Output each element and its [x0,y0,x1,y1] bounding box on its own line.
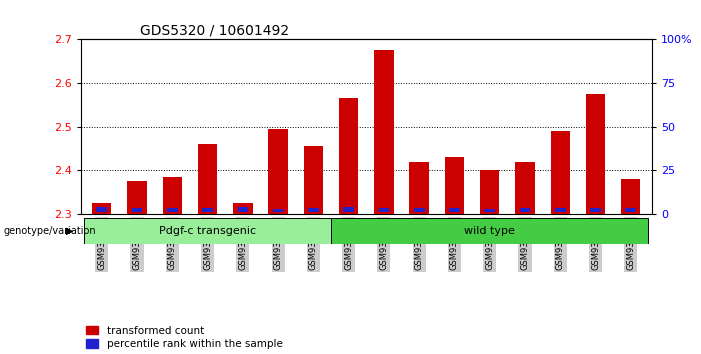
Bar [233,203,252,214]
Bar [268,129,288,214]
Text: wild type: wild type [464,226,515,236]
Bar [519,208,530,212]
Bar [308,208,319,212]
Bar [414,208,425,212]
Bar [97,207,107,212]
Bar [198,144,217,214]
Bar [84,218,331,244]
Text: genotype/variation: genotype/variation [4,226,96,236]
Text: ▶: ▶ [66,226,74,236]
Bar [343,207,354,212]
Bar [550,131,570,214]
Text: Pdgf-c transgenic: Pdgf-c transgenic [159,226,256,236]
Bar [238,207,248,212]
Bar [374,50,393,214]
Bar [625,208,636,212]
Bar [203,208,213,212]
Bar [379,208,389,212]
Bar [555,208,566,212]
Bar [339,98,358,214]
Bar [621,179,641,214]
Bar [444,157,464,214]
Bar [304,146,323,214]
Bar [331,218,648,244]
Bar [586,94,605,214]
Legend: transformed count, percentile rank within the sample: transformed count, percentile rank withi… [86,326,283,349]
Bar [128,181,147,214]
Bar [273,209,283,212]
Bar [132,208,142,212]
Bar [484,209,495,212]
Bar [167,208,177,212]
Bar [163,177,182,214]
Bar [92,203,111,214]
Text: GDS5320 / 10601492: GDS5320 / 10601492 [140,23,290,37]
Bar [449,208,460,212]
Bar [409,161,429,214]
Bar [480,170,499,214]
Bar [515,161,535,214]
Bar [590,208,601,212]
